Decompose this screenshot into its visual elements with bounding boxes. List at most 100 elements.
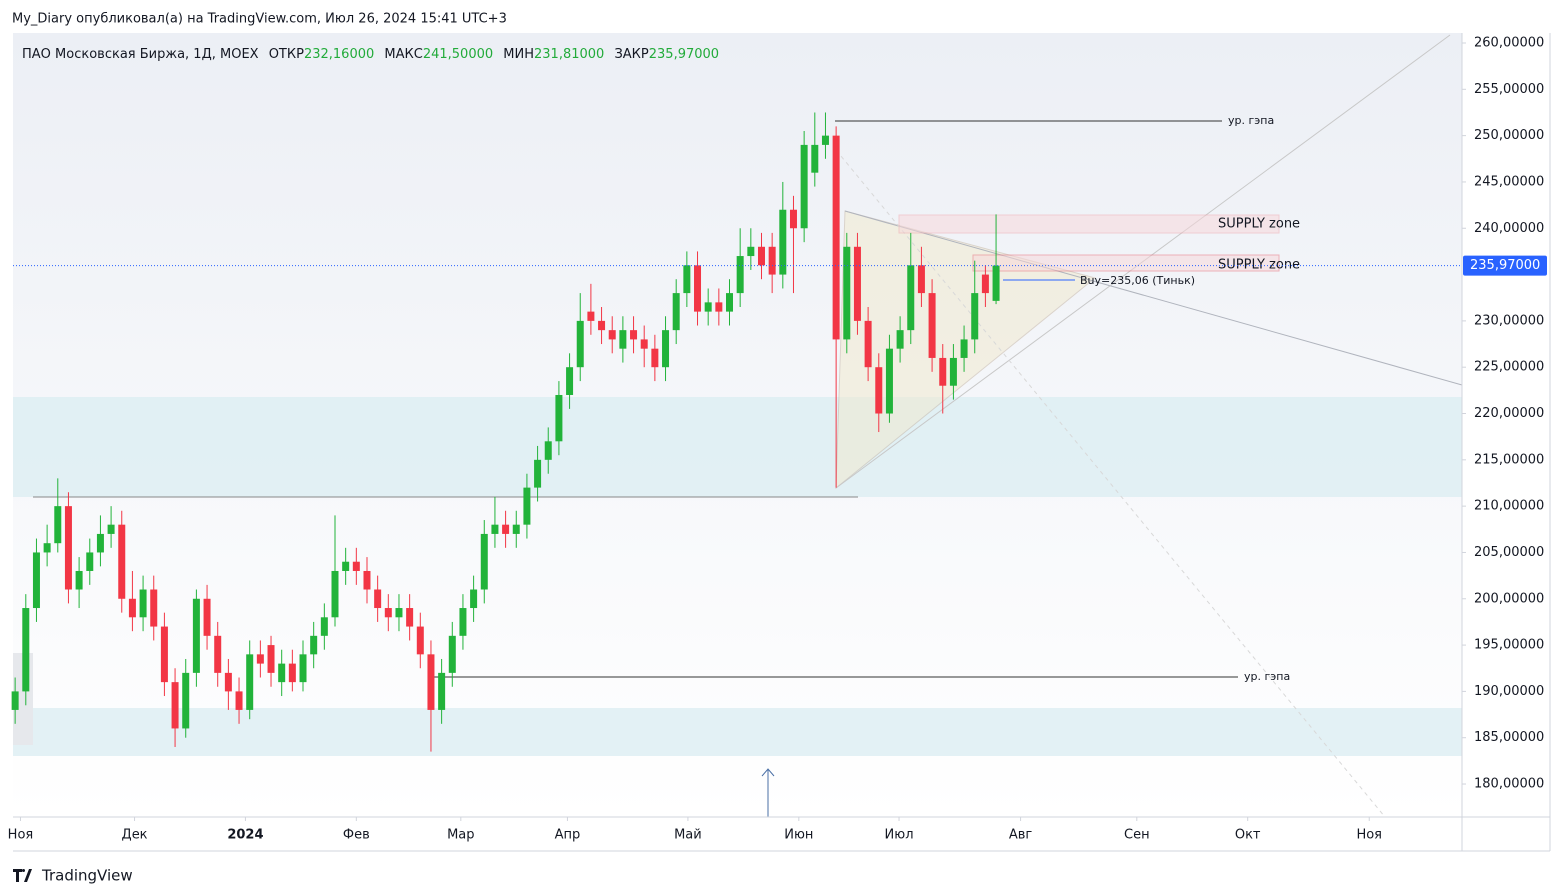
candle-body — [928, 293, 936, 358]
candle-body — [278, 663, 286, 683]
candle-body — [299, 654, 307, 683]
candle-body — [949, 357, 957, 386]
candle-body — [789, 209, 797, 229]
candle-body — [75, 570, 83, 590]
candle-body — [384, 608, 392, 618]
y-tick-label: 255,00000 — [1474, 82, 1544, 97]
candle-body — [800, 144, 808, 229]
y-tick-label: 195,00000 — [1474, 638, 1544, 653]
candle-body — [32, 552, 40, 609]
candle-body — [224, 672, 232, 692]
candle-body — [726, 293, 734, 312]
candle-body — [43, 543, 51, 553]
logo — [13, 869, 32, 882]
candle-body — [587, 311, 595, 321]
candle-body — [747, 246, 755, 257]
zone-band — [13, 397, 1462, 497]
candle-body — [11, 691, 19, 710]
gap-label: ур. гэпа — [1244, 670, 1290, 683]
supply-zone — [898, 214, 1280, 234]
candle-body — [427, 654, 435, 710]
candle-body — [683, 265, 691, 294]
candle-body — [992, 265, 1000, 301]
legend: ПАО Московская Биржа, 1Д, MOEX ОТКР232,1… — [22, 47, 719, 62]
legend-value: 241,50000 — [423, 47, 493, 62]
candle-body — [480, 533, 488, 590]
legend-value: 231,81000 — [534, 47, 604, 62]
x-tick-label: Окт — [1235, 828, 1261, 843]
candle-body — [203, 598, 211, 636]
candle-body — [267, 645, 275, 673]
candle-body — [971, 293, 979, 340]
candle-body — [171, 682, 179, 729]
y-tick-label: 180,00000 — [1474, 777, 1544, 792]
candle-body — [544, 441, 552, 460]
candle-body — [214, 635, 222, 673]
candle-body — [128, 598, 136, 618]
y-tick-label: 190,00000 — [1474, 684, 1544, 699]
candle-body — [54, 506, 62, 544]
candle-body — [523, 487, 531, 525]
candle-body — [459, 608, 467, 636]
candle-body — [630, 330, 638, 340]
candle-body — [406, 608, 414, 627]
candle-body — [566, 367, 574, 395]
buy-label: Buy=235,06 (Тиньк) — [1080, 274, 1195, 287]
candle-body — [512, 524, 520, 534]
y-tick-label: 220,00000 — [1474, 406, 1544, 421]
x-tick-label: Авг — [1009, 828, 1033, 843]
candle-body — [182, 672, 190, 729]
candle-body — [821, 135, 829, 145]
candle-body — [107, 524, 115, 534]
supply-label: SUPPLY zone — [1218, 258, 1300, 273]
candle-body — [694, 265, 702, 312]
candle-body — [704, 302, 712, 312]
candle-body — [917, 265, 925, 294]
legend-value: 235,97000 — [649, 47, 719, 62]
candle-body — [288, 663, 296, 683]
x-tick-label: Ноя — [8, 828, 34, 843]
y-tick-label: 230,00000 — [1474, 313, 1544, 328]
last-price-label: 235,97000 — [1470, 258, 1540, 273]
brand: TradingView — [41, 867, 133, 885]
candle-body — [96, 533, 104, 553]
x-tick-label: Июн — [784, 828, 813, 843]
candle-body — [608, 330, 616, 340]
candle-body — [491, 524, 499, 534]
candle-body — [502, 524, 510, 534]
candle-body — [86, 552, 94, 571]
y-tick-label: 215,00000 — [1474, 452, 1544, 467]
candle-body — [672, 293, 680, 331]
x-tick-label: Дек — [122, 828, 148, 843]
candle-body — [448, 635, 456, 673]
candle-body — [534, 459, 542, 488]
candle-body — [438, 672, 446, 710]
x-tick-label: Апр — [555, 828, 581, 843]
candle-body — [981, 274, 989, 294]
candle-body — [192, 598, 200, 673]
candle-body — [139, 589, 147, 618]
candle-body — [256, 654, 264, 664]
legend-key: ЗАКР — [614, 47, 648, 62]
candle-body — [118, 524, 126, 599]
arrow-head — [761, 768, 775, 777]
candle-body — [150, 589, 158, 627]
gap-label: ур. гэпа — [1228, 114, 1274, 127]
candle-body — [885, 348, 893, 414]
candle-body — [235, 691, 243, 710]
y-tick-label: 260,00000 — [1474, 36, 1544, 51]
y-tick-label: 250,00000 — [1474, 128, 1544, 143]
zone-band — [13, 708, 1462, 756]
candle-body — [416, 626, 424, 655]
candle-body — [811, 144, 819, 173]
legend-value: 232,16000 — [304, 47, 374, 62]
candle-body — [768, 246, 776, 275]
candle-body — [662, 330, 670, 368]
y-tick-label: 185,00000 — [1474, 730, 1544, 745]
candle-body — [757, 246, 765, 266]
supply-zone — [972, 254, 1280, 272]
candle-body — [320, 617, 328, 636]
legend-key: МАКС — [384, 47, 422, 62]
candle-body — [640, 339, 648, 349]
